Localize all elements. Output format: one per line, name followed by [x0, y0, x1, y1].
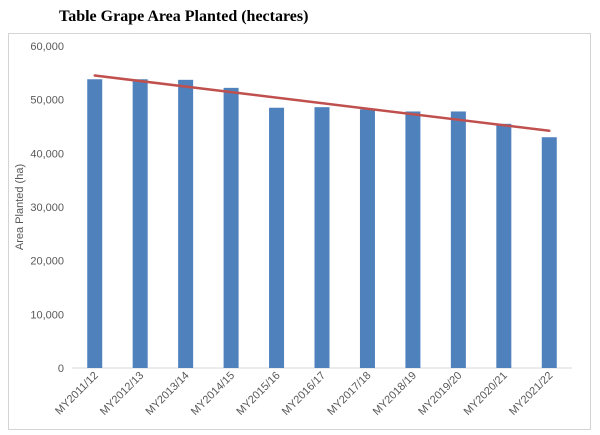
x-tick-label: MY2015/16 [234, 370, 282, 418]
x-tick-label: MY2011/12 [53, 370, 101, 418]
x-tick-label: MY2020/21 [462, 370, 510, 418]
bar-my2018-19 [405, 111, 421, 368]
x-tick-label: MY2018/19 [371, 370, 419, 418]
chart-title: Table Grape Area Planted (hectares) [59, 8, 309, 25]
y-tick-label: 50,000 [30, 95, 64, 107]
y-tick-label: 10,000 [30, 309, 64, 321]
y-axis-title: Area Planted (ha) [14, 164, 26, 250]
x-tick-label: MY2012/13 [98, 370, 146, 418]
trendline-layer [93, 74, 551, 133]
bar-my2011-12 [87, 79, 103, 369]
x-tick-label: MY2016/17 [280, 370, 328, 418]
bar-my2014-15 [223, 87, 239, 369]
bar-my2013-14 [178, 79, 194, 368]
bar-my2019-20 [450, 111, 466, 368]
trendline [93, 74, 551, 133]
bar-my2021-22 [541, 137, 557, 368]
x-tick-label: MY2013/14 [143, 370, 191, 418]
bars-layer [87, 79, 557, 369]
x-tick-label: MY2014/15 [189, 370, 237, 418]
bar-my2020-21 [496, 123, 512, 368]
y-tick-label: 20,000 [30, 256, 64, 268]
bar-my2015-16 [269, 107, 285, 368]
bar-my2016-17 [314, 107, 330, 369]
bar-my2017-18 [359, 109, 375, 368]
bar-my2012-13 [132, 79, 148, 369]
y-tick-label: 40,000 [30, 148, 64, 160]
chart-area [8, 33, 591, 430]
y-tick-label: 30,000 [30, 202, 64, 214]
x-tick-label: MY2019/20 [416, 370, 464, 418]
y-tick-label: 0 [58, 363, 64, 375]
x-tick-label: MY2021/22 [507, 370, 555, 418]
y-tick-label: 60,000 [30, 41, 64, 53]
x-tick-label: MY2017/18 [325, 370, 373, 418]
